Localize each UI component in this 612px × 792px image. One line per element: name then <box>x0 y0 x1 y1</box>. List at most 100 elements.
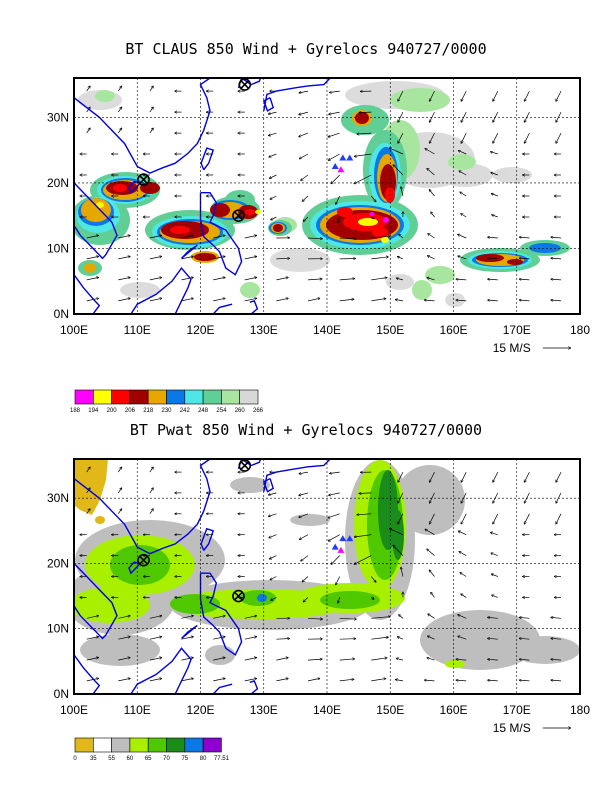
wind-arrow <box>551 638 562 639</box>
wind-arrow <box>490 152 498 155</box>
wind-arrow <box>519 638 530 639</box>
wind-arrow <box>118 678 130 682</box>
wind-arrow <box>307 238 323 239</box>
wind-arrow <box>329 111 340 114</box>
wind-arrow <box>244 298 257 302</box>
wind-arrow <box>213 298 225 302</box>
wind-arrow <box>307 659 322 660</box>
wind-arrow <box>181 678 194 682</box>
wind-arrow <box>328 513 340 518</box>
coastline-segment <box>181 624 198 640</box>
wind-arrow <box>302 195 309 201</box>
gyre-cross-icon <box>233 591 243 601</box>
wind-arrow <box>491 553 498 556</box>
colorbar-swatch <box>129 389 149 405</box>
coastline-segment <box>262 97 275 112</box>
wind-arrow <box>86 509 90 514</box>
wind-arrow <box>371 658 387 661</box>
colorbar-label: 230 <box>161 408 172 414</box>
gyre-location-marker <box>232 589 245 603</box>
x-tick-label: 160E <box>439 703 467 717</box>
x-tick-label: 100E <box>60 323 88 337</box>
colorbar-swatch <box>129 737 149 753</box>
wind-arrow <box>270 576 277 580</box>
wind-arrow <box>519 300 530 301</box>
wind-arrow <box>461 132 467 143</box>
x-tick-label: 130E <box>250 323 278 337</box>
wind-arrow <box>398 513 404 524</box>
wind-arrow <box>354 174 372 184</box>
wind-arrow <box>268 513 277 517</box>
x-tick-label: 180 <box>570 703 590 717</box>
gyre-location-marker <box>137 173 150 186</box>
colorbar-label: 80 <box>200 756 207 762</box>
wind-arrow <box>328 153 340 160</box>
colorbar-label: 200 <box>107 408 118 414</box>
wind-arrow <box>488 237 498 238</box>
wind-arrow <box>299 90 309 93</box>
colorbar-swatch <box>166 389 186 405</box>
wind-arrow <box>491 194 498 197</box>
wind-arrow <box>118 488 121 494</box>
x-tick-label: 180 <box>570 323 590 337</box>
x-tick-label: 100E <box>60 703 88 717</box>
colorbar-label: 242 <box>180 408 191 414</box>
markers-bot <box>137 459 354 603</box>
wind-arrow <box>118 107 121 113</box>
wind-arrow <box>149 86 153 92</box>
wind-arrow <box>244 637 257 640</box>
wind-arrow <box>181 616 194 619</box>
wind-arrow <box>118 277 130 281</box>
colorbar-swatch <box>239 389 259 405</box>
wind-arrow <box>338 216 341 223</box>
wind-arrow <box>401 567 404 577</box>
wind-arrow <box>551 300 562 301</box>
gyre-cross-icon <box>240 461 250 470</box>
wind-arrow <box>490 532 498 536</box>
wind-arrow <box>398 492 404 503</box>
wind-arrow <box>551 659 562 660</box>
wind-arrow <box>354 534 372 537</box>
x-tick-label: 140E <box>313 703 341 717</box>
wind-arrow <box>86 256 99 260</box>
wind-arrow <box>357 133 372 134</box>
wind-arrow <box>459 171 467 176</box>
wind-arrow <box>86 616 99 619</box>
wind-arrow <box>149 298 162 302</box>
wind-arrow <box>359 112 372 113</box>
colorbar-label: 55 <box>108 756 115 762</box>
wind-arrow <box>458 256 467 260</box>
wind-arrow <box>551 617 562 618</box>
wind-arrow <box>389 529 404 536</box>
coastline-segment <box>74 459 211 555</box>
vector-reference-label: 15 M/S <box>493 721 531 735</box>
wind-arrow <box>268 492 277 495</box>
wind-arrow <box>393 165 404 176</box>
wind-arrow <box>429 570 435 577</box>
coastline-segment <box>263 78 331 111</box>
gridlines-top <box>74 78 580 314</box>
wind-arrow <box>149 235 162 239</box>
wind-arrow <box>371 195 376 202</box>
wind-arrow <box>396 658 403 661</box>
coastline-segment <box>74 182 118 260</box>
wind-arrow <box>269 555 277 559</box>
wind-arrow <box>86 467 90 473</box>
wind-arrow <box>336 576 341 585</box>
wind-arrow <box>431 592 435 598</box>
wind-arrow <box>424 300 435 301</box>
wind-arrow <box>524 513 530 524</box>
wind-arrow <box>488 638 498 639</box>
claus-map-panel <box>74 81 570 307</box>
wind-arrow <box>149 277 162 281</box>
wind-vectors-bot <box>80 467 562 682</box>
wind-arrow <box>524 90 530 101</box>
wind-arrow <box>271 597 277 600</box>
colorbar-swatch <box>166 737 186 753</box>
wind-arrow <box>492 215 498 218</box>
wind-arrow <box>371 217 374 219</box>
wind-arrow <box>551 279 562 280</box>
wind-arrow <box>86 128 90 134</box>
wind-arrow <box>329 492 340 495</box>
wind-arrow <box>269 153 277 157</box>
